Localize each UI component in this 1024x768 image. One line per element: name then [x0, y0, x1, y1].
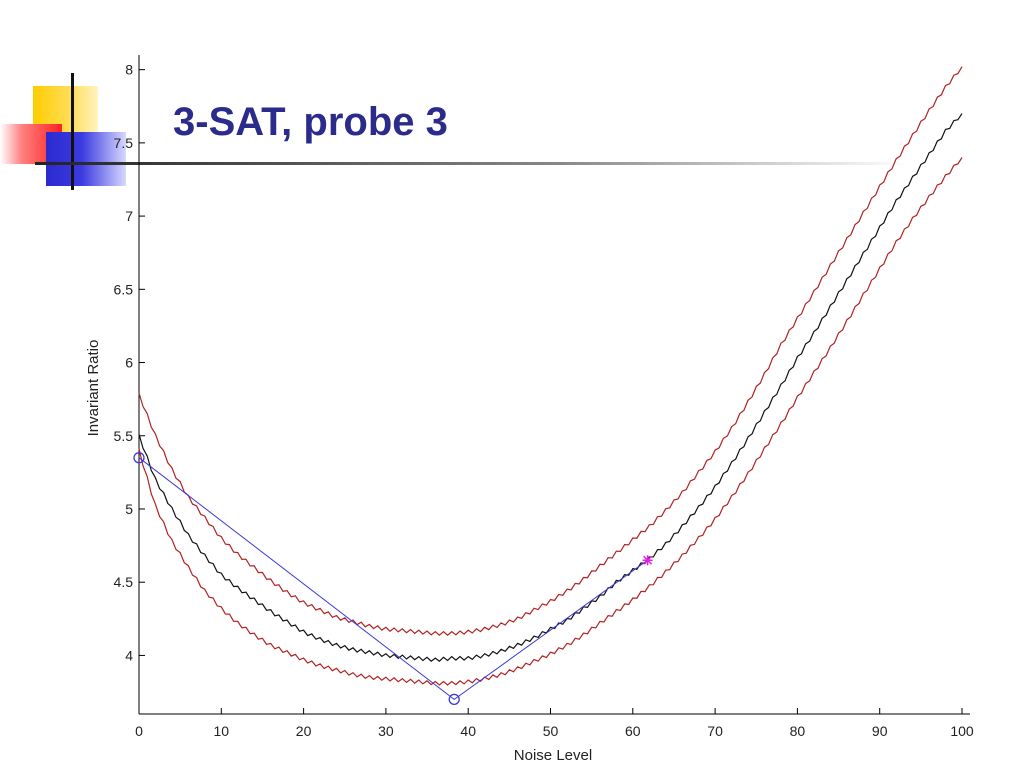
x-tick-label: 100	[950, 723, 974, 739]
vertical-rule-decoration	[71, 73, 74, 190]
x-tick-label: 50	[543, 723, 559, 739]
x-tick-label: 60	[625, 723, 641, 739]
y-tick-label: 5	[125, 501, 133, 517]
y-tick-label: 4	[125, 647, 133, 663]
x-tick-label: 10	[214, 723, 230, 739]
y-axis-label: Invariant Ratio	[85, 340, 102, 437]
fit-point-marker	[133, 452, 145, 464]
series-line-upper	[138, 66, 963, 636]
chart-axes: 0 10 20 30 40 50 60 70 80 90 100 4 4.5 5 5.5 6 6.5 7 7.5 8	[114, 55, 974, 739]
series-line-fit	[138, 457, 648, 701]
highlight-star-marker	[642, 555, 653, 566]
y-tick-label: 4.5	[114, 574, 134, 590]
x-tick-label: 70	[707, 723, 723, 739]
y-tick-label: 7	[125, 208, 133, 224]
x-tick-label: 90	[872, 723, 888, 739]
x-axis-label: Noise Level	[514, 747, 592, 764]
x-tick-label: 80	[790, 723, 806, 739]
y-tick-label: 5.5	[114, 428, 134, 444]
x-tick-label: 30	[378, 723, 394, 739]
y-tick-label: 7.5	[114, 135, 134, 151]
page-title: 3-SAT, probe 3	[173, 100, 448, 144]
blue-square-decoration	[46, 132, 126, 186]
y-tick-label: 6	[125, 355, 133, 371]
x-tick-label: 20	[296, 723, 312, 739]
y-tick-label: 6.5	[114, 281, 134, 297]
x-tick-label: 0	[135, 723, 143, 739]
x-tick-label: 40	[460, 723, 476, 739]
chart-series	[138, 66, 963, 701]
fit-point-marker	[448, 693, 460, 706]
series-line-lower	[138, 157, 963, 686]
y-tick-label: 8	[125, 62, 133, 78]
title-underline	[35, 162, 910, 165]
series-line-mean	[138, 113, 963, 662]
chart-markers	[133, 452, 653, 706]
